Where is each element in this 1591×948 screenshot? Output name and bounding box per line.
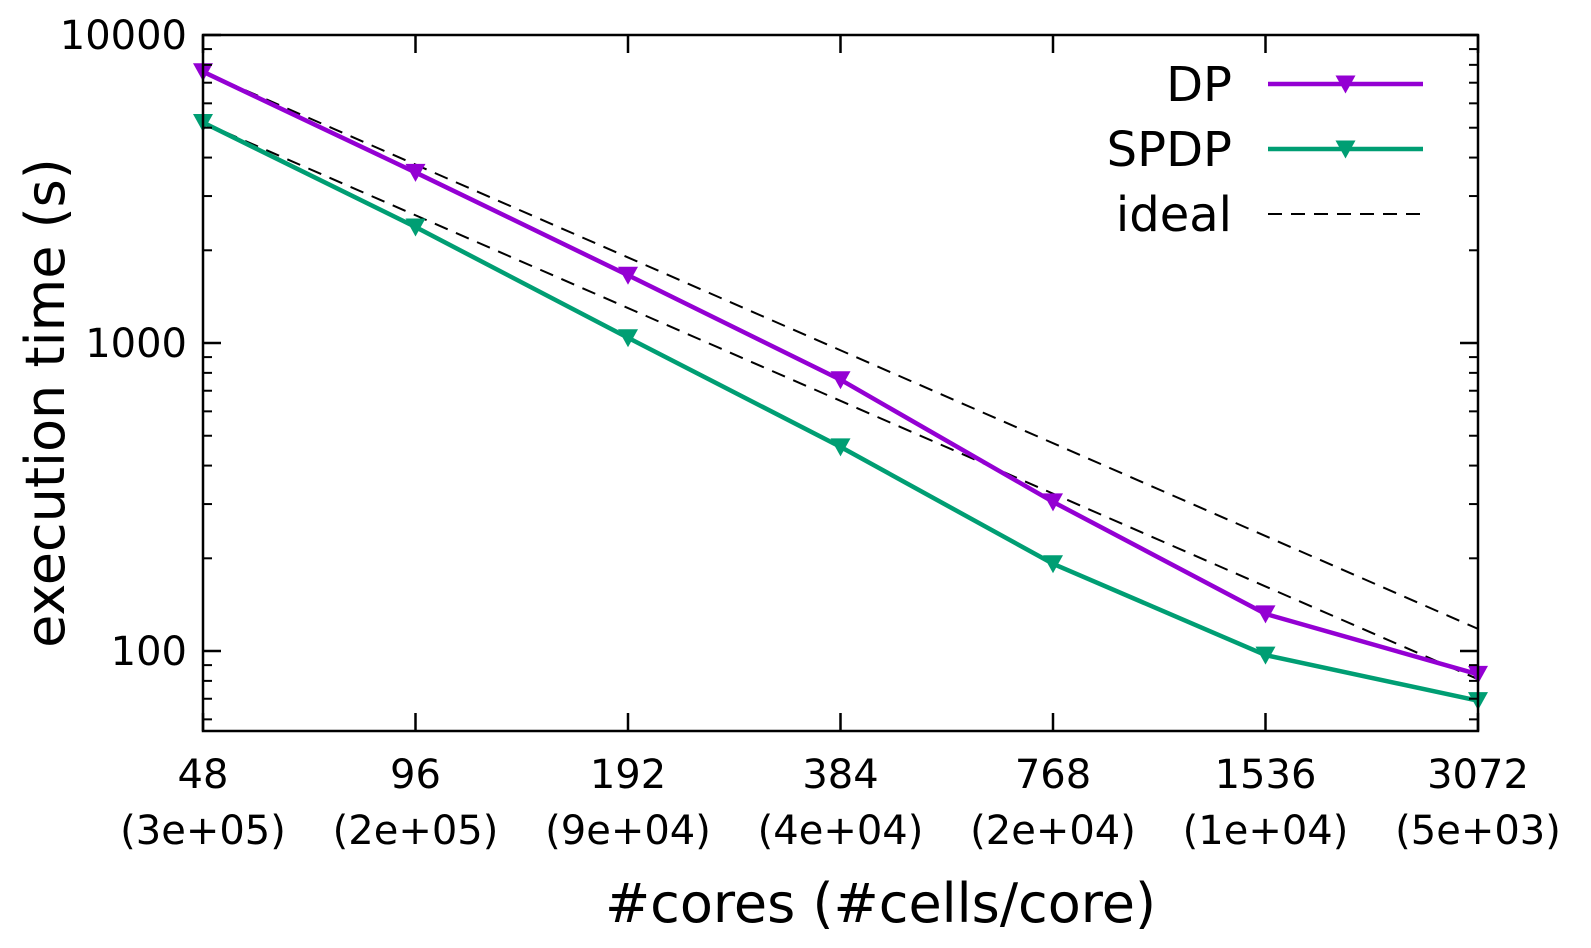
dp-point bbox=[405, 163, 426, 182]
x-tick-sublabel: (2e+05) bbox=[333, 808, 499, 854]
legend-label-dp: DP bbox=[1166, 57, 1232, 113]
x-tick-sublabel: (3e+05) bbox=[120, 808, 286, 854]
x-tick-sublabel: (5e+03) bbox=[1395, 808, 1561, 854]
x-tick-sublabel: (2e+04) bbox=[970, 808, 1136, 854]
dp-point bbox=[1255, 605, 1276, 624]
spdp-point bbox=[618, 329, 638, 348]
spdp-point bbox=[1255, 646, 1276, 665]
y-axis-title: execution time (s) bbox=[14, 158, 77, 648]
x-tick-label: 48 bbox=[178, 752, 229, 798]
ideal-line bbox=[202, 70, 1479, 630]
x-tick-label: 96 bbox=[390, 752, 441, 798]
legend-marker-dp bbox=[1335, 75, 1356, 94]
dp-point bbox=[1043, 493, 1063, 512]
ideal-line bbox=[202, 121, 1479, 681]
y-tick-label: 10000 bbox=[60, 13, 187, 59]
x-tick-sublabel: (4e+04) bbox=[758, 808, 924, 854]
spdp-point bbox=[830, 438, 851, 457]
legend: DP SPDP ideal bbox=[1107, 57, 1423, 243]
x-tick-sublabel: (1e+04) bbox=[1183, 808, 1349, 854]
axis-ticks bbox=[201, 33, 1480, 731]
spdp-line bbox=[202, 120, 1479, 703]
x-tick-sublabel: (9e+04) bbox=[545, 808, 711, 854]
legend-label-spdp: SPDP bbox=[1107, 122, 1232, 178]
y-tick-label: 1000 bbox=[85, 321, 187, 367]
x-tick-label: 768 bbox=[1015, 752, 1091, 798]
x-tick-label: 1536 bbox=[1215, 752, 1317, 798]
x-axis-title: #cores (#cells/core) bbox=[605, 872, 1156, 935]
x-tick-label: 192 bbox=[590, 752, 666, 798]
x-tick-label: 384 bbox=[802, 752, 878, 798]
dp-point bbox=[830, 371, 851, 390]
y-tick-label: 100 bbox=[111, 629, 187, 675]
spdp-point bbox=[1043, 555, 1063, 574]
legend-label-ideal: ideal bbox=[1116, 187, 1232, 243]
x-tick-label: 3072 bbox=[1427, 752, 1529, 798]
legend-marker-spdp bbox=[1335, 140, 1356, 159]
axis-tick-labels: 100 1000 10000 48 (3e+05) 96 (2e+05) 192 (9e+04)… bbox=[60, 13, 1561, 854]
spdp-point bbox=[405, 218, 426, 237]
dp-point bbox=[618, 266, 638, 285]
